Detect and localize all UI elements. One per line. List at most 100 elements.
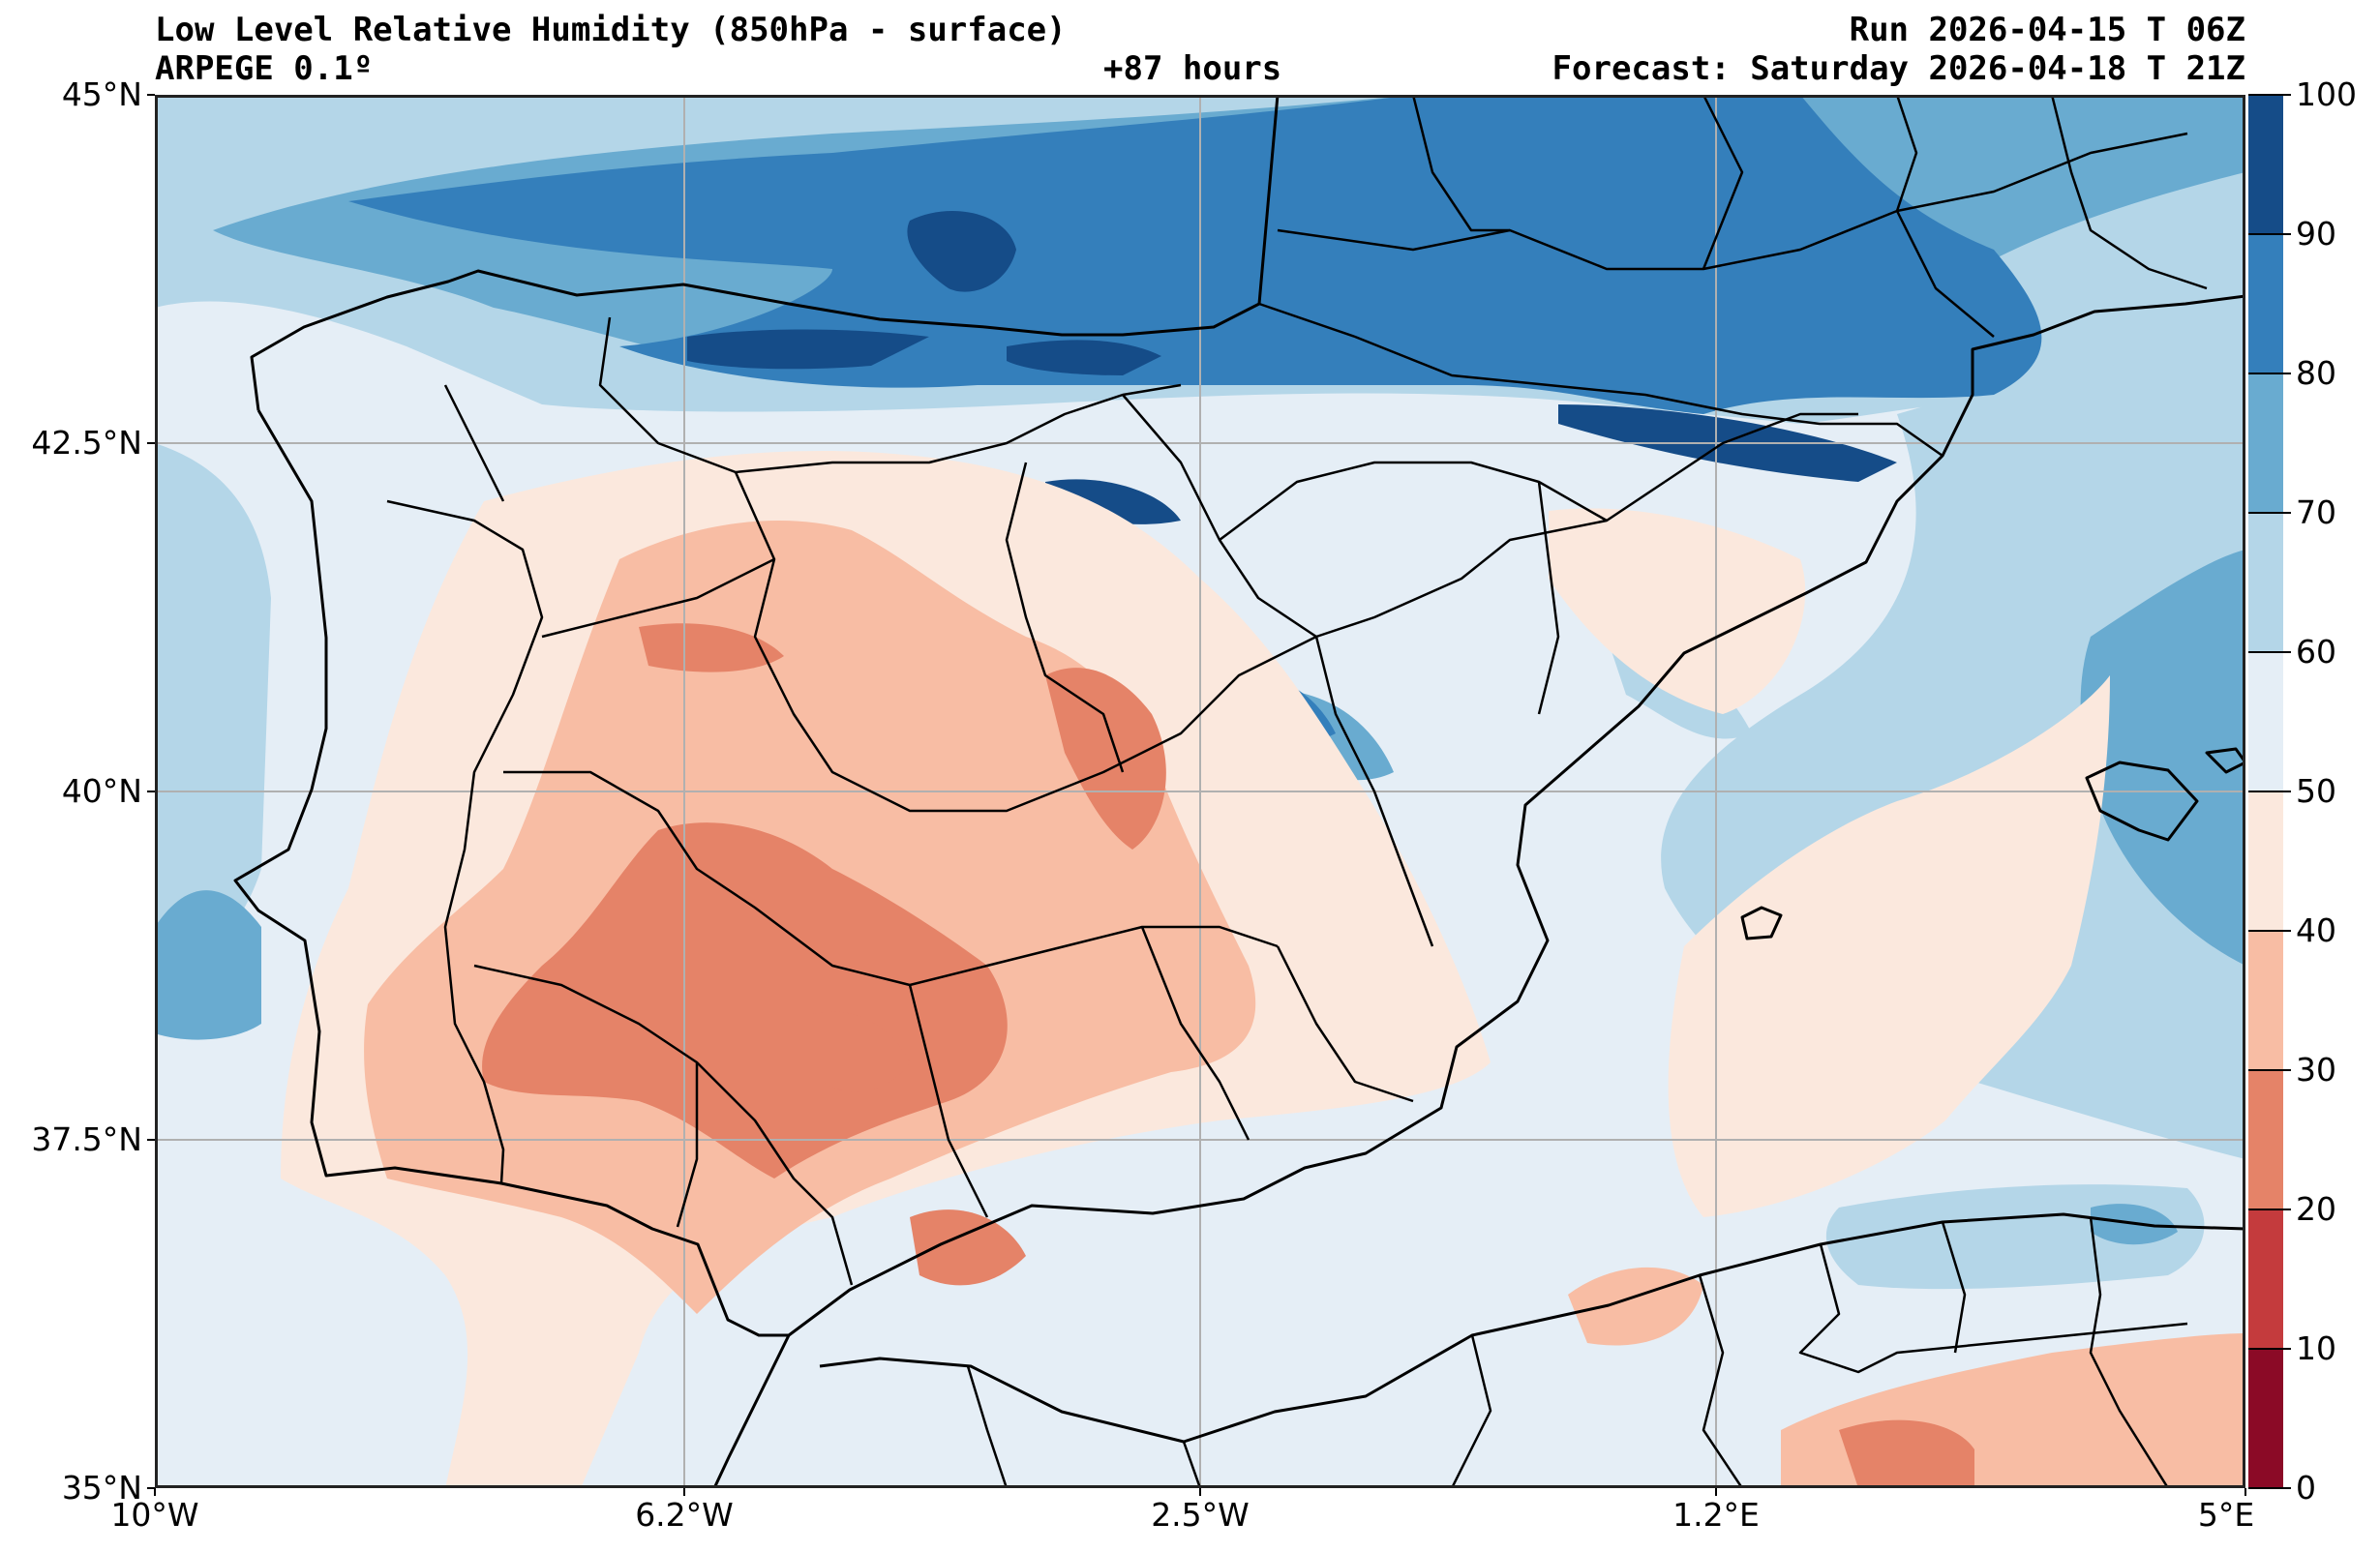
borders: [386, 95, 2208, 1488]
lead-time: +87 hours: [1103, 49, 1282, 88]
contour-70-80: [155, 890, 261, 1040]
france-borders: [1895, 95, 1995, 338]
colorbar-tick-label: 40: [2296, 911, 2336, 949]
lon-tick-label: 6.2°W: [635, 1496, 734, 1534]
lat-tick-label: 45°N: [61, 75, 142, 113]
contour-60-70: [155, 443, 271, 966]
colorbar-tick-mark: [2248, 1487, 2291, 1489]
colorbar-tick-label: 30: [2296, 1051, 2336, 1089]
contour-90-100: [1007, 340, 1161, 375]
africa-borders: [1698, 1274, 1744, 1488]
colorbar-segment-90-100: [2248, 95, 2283, 235]
province-border: [443, 384, 505, 502]
france-borders: [1411, 95, 1510, 232]
contour-90-100: [907, 211, 1016, 292]
run-time: Run 2026-04-15 T 06Z: [1849, 11, 2245, 49]
africa-borders: [966, 1365, 1009, 1488]
lat-tick-label: 35°N: [61, 1469, 142, 1507]
contour-20-30: [482, 822, 1008, 1179]
colorbar-segment-60-70: [2248, 513, 2283, 653]
colorbar-segment-50-60: [2248, 652, 2283, 792]
contour-20-30: [639, 623, 784, 672]
contour-40-50: [1668, 675, 2110, 1217]
lon-tick-label: 2.5°W: [1151, 1496, 1250, 1534]
africa-borders: [1182, 1441, 1202, 1488]
colorbar-tick-label: 10: [2296, 1329, 2336, 1367]
contour-20-30: [1045, 668, 1166, 850]
colorbar: [2248, 95, 2283, 1488]
lat-tick-label: 42.5°N: [31, 424, 142, 462]
africa-borders: [1798, 1243, 2188, 1374]
province-border: [1005, 462, 1125, 773]
colorbar-tick-mark: [2248, 94, 2291, 96]
coastlines: [233, 95, 2245, 1488]
colorbar-tick-label: 70: [2296, 493, 2336, 531]
iberia-coastline: [250, 95, 1280, 411]
africa-borders: [1941, 1221, 1967, 1354]
colorbar-tick-mark: [2248, 791, 2291, 792]
contour-90-100: [687, 329, 929, 370]
ibiza-coastline: [1740, 906, 1783, 940]
colorbar-segment-10-20: [2248, 1209, 2283, 1350]
province-border: [1219, 461, 1608, 541]
tick-mark: [147, 1139, 155, 1141]
colorbar-segment-80-90: [2248, 234, 2283, 374]
colorbar-tick-label: 60: [2296, 633, 2336, 671]
lon-tick-label: 5°E: [2197, 1496, 2255, 1534]
north-africa-coastline: [712, 1334, 791, 1488]
province-border: [503, 770, 1279, 987]
contour-30-40: [1568, 1267, 1703, 1346]
humidity-map: [155, 95, 2245, 1488]
colorbar-tick-label: 50: [2296, 772, 2336, 810]
colorbar-tick-mark: [2248, 373, 2291, 374]
map-title: Low Level Relative Humidity (850hPa - su…: [155, 11, 1067, 49]
lat-tick-label: 37.5°N: [31, 1120, 142, 1158]
colorbar-tick-mark: [2248, 930, 2291, 932]
contour-20-30: [910, 1209, 1026, 1286]
africa-borders: [2089, 1216, 2170, 1488]
colorbar-tick-mark: [2248, 651, 2291, 653]
lon-tick-label: 1.2°E: [1672, 1496, 1760, 1534]
colorbar-segment-70-80: [2248, 373, 2283, 514]
province-border: [541, 557, 775, 639]
tick-mark: [1715, 1488, 1717, 1496]
province-border: [598, 316, 1182, 474]
france-borders: [1277, 132, 2188, 271]
menorca-coastline: [2205, 747, 2245, 774]
colorbar-segment-20-30: [2248, 1070, 2283, 1210]
iberia-coastline: [233, 294, 2245, 1337]
tick-mark: [683, 1488, 685, 1496]
colorbar-tick-mark: [2248, 1209, 2291, 1210]
africa-borders: [1450, 1334, 1492, 1488]
mallorca-coastline: [2085, 761, 2199, 842]
tick-mark: [1199, 1488, 1201, 1496]
colorbar-tick-mark: [2248, 1069, 2291, 1071]
province-border: [1537, 481, 1560, 715]
tick-mark: [147, 442, 155, 444]
contour-70-80: [2080, 550, 2245, 966]
province-border: [908, 984, 989, 1218]
tick-mark: [154, 1488, 156, 1496]
colorbar-tick-mark: [2248, 233, 2291, 235]
tick-mark: [147, 1487, 155, 1489]
france-borders: [1702, 95, 1744, 270]
contour-40-50: [1549, 508, 1806, 714]
border-spain-france: [1258, 302, 1943, 458]
province-border: [1276, 945, 1414, 1103]
lat-tick-label: 40°N: [61, 772, 142, 810]
province-border: [676, 1062, 699, 1228]
colorbar-segment-0-10: [2248, 1349, 2283, 1488]
france-borders: [2050, 95, 2208, 290]
contour-20-30: [1839, 1419, 1974, 1488]
colorbar-tick-label: 80: [2296, 354, 2336, 392]
colorbar-tick-label: 20: [2296, 1190, 2336, 1228]
province-border: [1314, 636, 1434, 947]
province-border: [1140, 926, 1250, 1141]
map-frame: [155, 95, 2245, 1488]
colorbar-tick-label: 90: [2296, 215, 2336, 253]
contour-20-30: [813, 1011, 910, 1092]
province-border: [1664, 412, 1858, 484]
colorbar-tick-mark: [2248, 1348, 2291, 1350]
colorbar-segment-30-40: [2248, 931, 2283, 1071]
model-name: ARPEGE 0.1º: [155, 49, 374, 88]
